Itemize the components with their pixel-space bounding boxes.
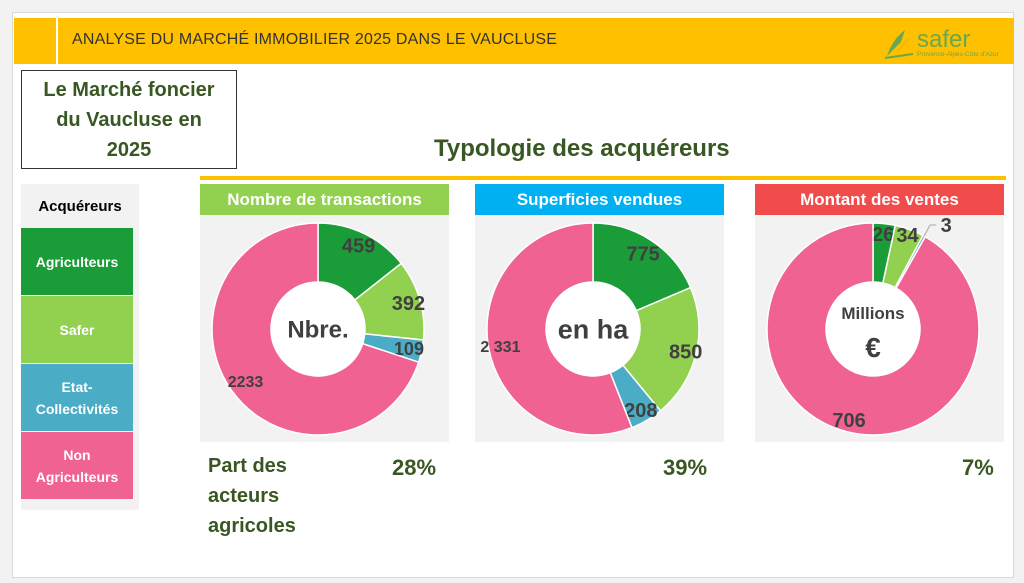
donut-center-unit: €: [865, 332, 881, 363]
header-banner: ANALYSE DU MARCHÉ IMMOBILIER 2025 DANS L…: [14, 18, 1014, 64]
donut-value-label: 850: [669, 342, 702, 364]
donut-value-label: 459: [342, 235, 375, 257]
donut-slice-non-agriculteurs: [766, 222, 980, 436]
donut-value-label: 775: [626, 243, 659, 265]
donut-center-label: Nbre.: [287, 316, 348, 343]
legend-item-agriculteurs: Agriculteurs: [21, 228, 133, 295]
legend-item-label: Etat-Collectivités: [35, 378, 119, 417]
agricultural-share-superficies: 39%: [663, 455, 708, 480]
donut-value-label: 392: [392, 293, 425, 315]
donut-value-label: 26: [872, 224, 894, 246]
header-title: ANALYSE DU MARCHÉ IMMOBILIER 2025 DANS L…: [72, 31, 558, 48]
legend-item-label: Agriculteurs: [35, 253, 119, 270]
agricultural-share-montant: 7%: [962, 455, 994, 480]
chart-title: Montant des ventes: [755, 184, 1004, 215]
legend-item-non-agriculteurs: Non Agriculteurs: [21, 432, 133, 499]
chart-title: Nombre de transactions: [200, 184, 449, 215]
legend-item-safer: Safer: [21, 296, 133, 363]
legend-title: Acquéreurs: [38, 197, 122, 215]
donut-leader-line: [921, 224, 937, 241]
banner-accent-square: [14, 18, 58, 64]
section-title: Typologie des acquéreurs: [434, 135, 730, 162]
donut-center-label: en ha: [558, 314, 630, 344]
donut-value-label: 208: [624, 400, 657, 422]
section-title-rule: [200, 176, 1006, 180]
donut-value-label: 109: [394, 339, 424, 359]
donut-value-label: 2233: [228, 374, 264, 391]
legend: Acquéreurs Agriculteurs Safer Etat-Colle…: [21, 184, 139, 510]
donut-center-label: Millions: [841, 304, 904, 323]
report-title-box: Le Marché foncier du Vaucluse en 2025: [21, 70, 237, 169]
donut-value-label: 3: [941, 215, 952, 237]
donut-hole: [826, 282, 920, 376]
chart-panel-montant: Montant des ventes 26 34 3 706 Millions €: [755, 184, 1004, 442]
donut-chart-montant: 26 34 3 706 Millions €: [766, 215, 980, 436]
chart-panel-transactions: Nombre de transactions 459 392 109 2233 Nbre…: [200, 184, 449, 442]
legend-item-label: Safer: [59, 321, 95, 338]
logo-name: safer: [917, 26, 971, 53]
report-title: Le Marché foncier du Vaucluse en 2025: [43, 78, 215, 161]
donut-value-label: 34: [896, 225, 919, 247]
donut-value-label: 2 331: [480, 339, 520, 356]
agricultural-share-transactions: 28%: [392, 455, 437, 480]
chart-title: Superficies vendues: [475, 184, 724, 215]
legend-item-etat-collectivites: Etat-Collectivités: [21, 364, 133, 431]
donut-hole: [271, 282, 365, 376]
legend-item-label: Non Agriculteurs: [35, 446, 119, 485]
safer-logo-icon: [884, 30, 914, 59]
donut-hole: [546, 282, 640, 376]
safer-logo: safer Provence-Alpes-Côte d'Azur: [883, 26, 1008, 62]
donut-chart-superficies: 775 850 208 2 331 en ha: [480, 222, 702, 436]
donut-value-label: 706: [832, 410, 865, 432]
donut-chart-transactions: 459 392 109 2233 Nbre.: [211, 222, 425, 436]
logo-subtitle: Provence-Alpes-Côte d'Azur: [917, 51, 999, 58]
agricultural-share-label: Part des acteurs agricoles: [208, 455, 296, 537]
chart-panel-superficies: Superficies vendues 775 850 208 2 331 en ha: [475, 184, 724, 442]
